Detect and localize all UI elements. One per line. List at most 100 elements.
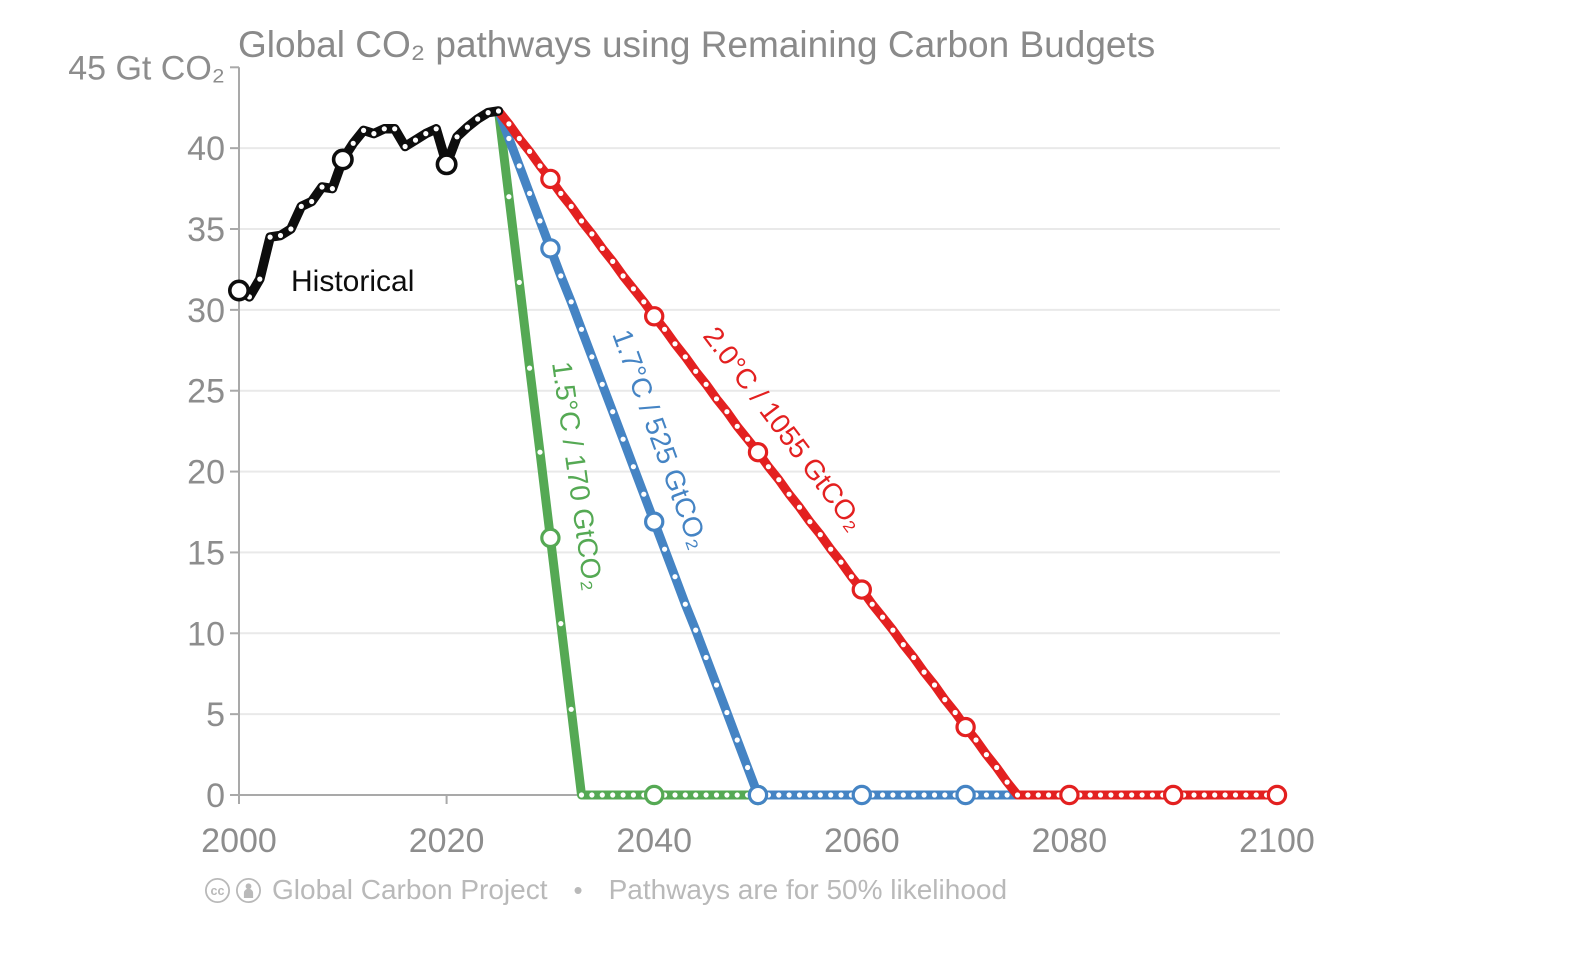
pathway-1.5C-marker-2040 bbox=[644, 784, 665, 806]
pathway-2.0C-dot-2032 bbox=[568, 203, 574, 209]
footer-separator: • bbox=[573, 874, 583, 905]
svg-text:cc: cc bbox=[211, 884, 225, 898]
y-tick-label-10: 10 bbox=[187, 615, 225, 653]
pathway-1.7C-dot-2037 bbox=[620, 436, 626, 442]
pathway-2.0C-dot-2094 bbox=[1212, 792, 1218, 798]
pathway-1.7C-dot-2053 bbox=[786, 792, 792, 798]
historical-dot-2017 bbox=[412, 137, 419, 143]
pathway-1.7C-dot-2064 bbox=[900, 792, 906, 798]
pathway-2.0C-dot-2095 bbox=[1222, 792, 1228, 798]
pathway-1.7C-dot-2048 bbox=[734, 737, 740, 743]
pathway-2.0C-marker-2050 bbox=[747, 442, 769, 463]
pathway-2.0C-dot-2026 bbox=[506, 121, 512, 127]
y-tick-label-35: 35 bbox=[187, 211, 225, 249]
historical-dot-2013 bbox=[371, 131, 377, 137]
pathway-2.0C-dot-2088 bbox=[1149, 792, 1155, 798]
historical-marker-2020 bbox=[435, 153, 458, 176]
pathway-1.7C-dot-2049 bbox=[745, 764, 751, 771]
pathway-2.0C-dot-2077 bbox=[1035, 792, 1041, 798]
historical-dot-2003 bbox=[267, 234, 273, 240]
pathway-1.7C-marker-2070 bbox=[955, 784, 976, 806]
pathway-1.7C-dot-2038 bbox=[630, 464, 637, 470]
pathway-1.5C-dot-2044 bbox=[693, 792, 699, 798]
pathway-2.0C-dot-2036 bbox=[610, 258, 616, 264]
pathway-1.7C-dot-2042 bbox=[672, 574, 678, 580]
pathway-2.0C-dot-2055 bbox=[807, 519, 813, 525]
pathway-2.0C-dot-2046 bbox=[713, 396, 720, 402]
x-tick-label-2060: 2060 bbox=[824, 822, 900, 860]
pathway-1.5C-dot-2031 bbox=[558, 621, 564, 627]
pathway-2.0C-dot-2097 bbox=[1243, 792, 1249, 798]
pathway-1.7C-dot-2034 bbox=[589, 354, 595, 360]
historical-dot-2008 bbox=[319, 184, 325, 190]
historical-dot-2023 bbox=[475, 116, 481, 122]
y-tick-label-30: 30 bbox=[187, 292, 225, 330]
pathway-1.7C-dot-2029 bbox=[537, 218, 543, 224]
pathway-1.7C-dot-2026 bbox=[506, 135, 512, 142]
pathway-2.0C-dot-2034 bbox=[589, 231, 595, 237]
pathway-2.0C-dot-2048 bbox=[734, 423, 740, 429]
pathway-1.7C-marker-2060 bbox=[851, 784, 873, 806]
pathway-1.7C-dot-2074 bbox=[1004, 792, 1010, 798]
pathway-2.0C-dot-2078 bbox=[1046, 792, 1052, 798]
y-tick-label-40: 40 bbox=[187, 130, 225, 168]
pathway-2.0C-dot-2068 bbox=[942, 697, 948, 703]
pathway-1.5C-dot-2043 bbox=[682, 792, 688, 798]
historical-dot-2025 bbox=[495, 108, 502, 114]
pathway-2.0C-dot-2057 bbox=[828, 546, 834, 552]
pathway-1.5C-dot-2028 bbox=[527, 365, 533, 371]
pathway-1.7C-dot-2052 bbox=[776, 792, 782, 798]
pathway-2.0C-dot-2098 bbox=[1253, 792, 1259, 798]
pathway-2.0C-dot-2038 bbox=[630, 286, 637, 292]
historical-dot-2006 bbox=[298, 203, 304, 209]
historical-label: Historical bbox=[291, 265, 414, 298]
pathway-2.0C-marker-2080 bbox=[1059, 784, 1080, 806]
pathway-1.5C-dot-2048 bbox=[734, 792, 740, 798]
y-tick-label-0: 0 bbox=[206, 777, 225, 815]
gridlines bbox=[239, 147, 1280, 716]
historical-dot-2015 bbox=[392, 126, 398, 132]
historical-dot-2009 bbox=[329, 186, 335, 192]
pathway-1.7C-dot-2073 bbox=[994, 792, 1000, 798]
footer-note: Pathways are for 50% likelihood bbox=[608, 874, 1008, 905]
pathway-2.0C-dot-2061 bbox=[869, 601, 875, 607]
x-tick-label-2080: 2080 bbox=[1032, 822, 1108, 860]
pathway-1.7C-dot-2046 bbox=[713, 682, 720, 688]
pathway-1.7C-dot-2063 bbox=[890, 792, 896, 798]
pathway-1.5C-dot-2032 bbox=[568, 706, 574, 712]
pathway-1.7C-dot-2054 bbox=[796, 792, 803, 798]
pathway-2.0C-dot-2062 bbox=[880, 614, 886, 620]
pathway-1.7C-dot-2045 bbox=[703, 654, 709, 661]
pathway-1.7C-dot-2027 bbox=[516, 163, 522, 169]
pathway-2.0C-dot-2074 bbox=[1004, 779, 1010, 785]
pathway-2.0C-dot-2051 bbox=[765, 464, 772, 470]
pathway-1.7C-marker-2040 bbox=[644, 511, 665, 532]
pathway-2.0C-dot-2045 bbox=[703, 381, 709, 387]
pathway-1.7C-dot-2047 bbox=[724, 709, 730, 716]
pathway-1.7C-dot-2028 bbox=[527, 190, 533, 196]
pathway-2.0C-dot-2073 bbox=[994, 764, 1000, 771]
pathway-2.0C-marker-2060 bbox=[851, 579, 873, 600]
pathway-1.7C-dot-2055 bbox=[807, 792, 813, 798]
pathway-2.0C-marker-2070 bbox=[955, 716, 976, 738]
pathway-2.0C-dot-2054 bbox=[796, 504, 803, 510]
pathway-2.0C-dot-2076 bbox=[1025, 792, 1031, 798]
pathway-2.0C-dot-2047 bbox=[724, 409, 730, 415]
pathway-2.0C-dot-2069 bbox=[952, 709, 958, 716]
pathway-1.5C-dot-2036 bbox=[610, 792, 616, 798]
y-tick-label-25: 25 bbox=[187, 373, 225, 411]
pathway-1.5C-dot-2035 bbox=[599, 792, 605, 798]
pathway-1.7C-dot-2057 bbox=[828, 792, 834, 798]
pathway-2.0C-dot-2075 bbox=[1014, 792, 1021, 798]
pathway-2.0C-dot-2083 bbox=[1097, 792, 1104, 798]
historical-dot-2012 bbox=[361, 127, 367, 133]
pathway-1.7C-marker-2030 bbox=[540, 238, 561, 259]
x-tick-label-2040: 2040 bbox=[616, 822, 692, 860]
pathway-1.7C-dot-2058 bbox=[838, 792, 844, 798]
pathway-2.0C-dot-2042 bbox=[672, 341, 678, 347]
pathway-1.7C-marker-2050 bbox=[747, 784, 769, 806]
pathway-1.7C-dot-2035 bbox=[599, 381, 605, 387]
pathway-1.5C-dot-2047 bbox=[724, 792, 730, 798]
